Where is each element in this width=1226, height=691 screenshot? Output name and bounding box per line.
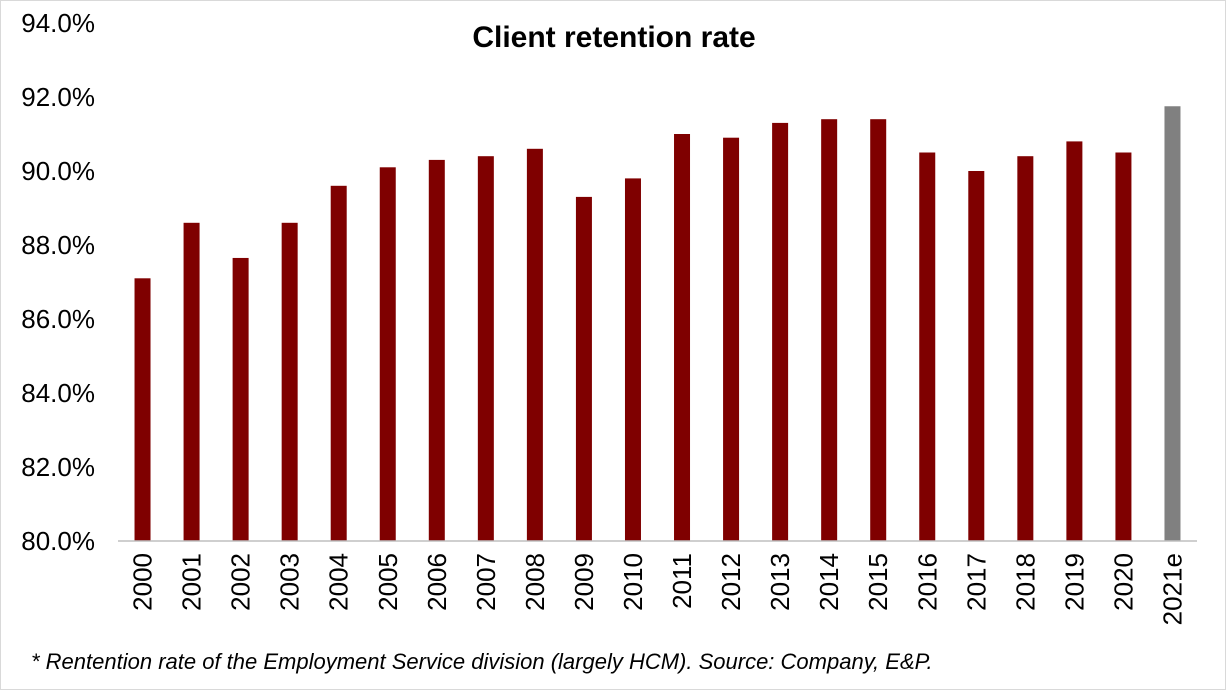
x-tick-label: 2014 [814,553,844,611]
bar-2002 [232,257,249,541]
x-tick-label: 2007 [471,553,501,611]
bars [134,106,1181,542]
x-tick-label: 2009 [569,553,599,611]
x-tick-label: 2019 [1059,553,1089,611]
bar-2005 [379,167,396,542]
bar-2012 [723,137,740,541]
footnote: * Rentention rate of the Employment Serv… [31,649,933,674]
x-tick-label: 2016 [912,553,942,611]
x-tick-label: 2001 [177,553,207,611]
bar-2020 [1115,152,1132,541]
x-tick-label: 2012 [716,553,746,611]
bar-2004 [330,185,347,542]
x-tick-label: 2017 [961,553,991,611]
bar-2014 [821,119,838,541]
y-tick-label: 92.0% [21,82,95,112]
x-tick-label: 2018 [1010,553,1040,611]
bar-2021e [1164,106,1181,541]
bar-2016 [919,152,936,541]
bar-2011 [674,134,691,541]
bar-2013 [772,122,789,542]
bar-2009 [575,196,592,541]
x-tick-label: 2005 [373,553,403,611]
x-tick-label: 2020 [1108,553,1138,611]
bar-2001 [183,222,200,542]
x-tick-label: 2015 [863,553,893,611]
bar-2010 [624,178,641,541]
bar-2018 [1017,156,1034,541]
chart-title: Client retention rate [472,21,755,54]
x-tick-label: 2011 [667,553,697,609]
x-tick-label: 2004 [324,553,354,611]
bar-2019 [1066,141,1083,541]
bar-2000 [134,278,151,541]
x-tick-label: 2013 [765,553,795,611]
y-tick-label: 82.0% [21,452,95,482]
bar-2007 [477,156,494,541]
y-tick-label: 86.0% [21,304,95,334]
y-tick-label: 94.0% [21,8,95,38]
x-tick-label: 2006 [422,553,452,611]
bar-2008 [526,148,543,542]
x-tick-label: 2008 [520,553,550,611]
y-tick-label: 84.0% [21,378,95,408]
bar-2017 [968,171,985,541]
x-tick-label: 2002 [226,553,256,611]
bar-2015 [870,119,887,541]
x-axis: 2000 2001 2002 2003 2004 2005 2006 2007 2008 2009… [118,540,1197,625]
x-tick-label: 2010 [618,553,648,611]
x-tick-label: 2000 [128,553,158,611]
y-tick-label: 88.0% [21,230,95,260]
x-tick-label: 2003 [275,553,305,611]
x-tick-label: 2021e [1157,553,1187,625]
y-tick-label: 90.0% [21,156,95,186]
y-axis: 80.0% 82.0% 84.0% 86.0% 88.0% 90.0% 92.0% 94.0% [21,8,95,556]
y-tick-label: 80.0% [21,526,95,556]
bar-2003 [281,222,298,542]
bar-2006 [428,159,445,541]
